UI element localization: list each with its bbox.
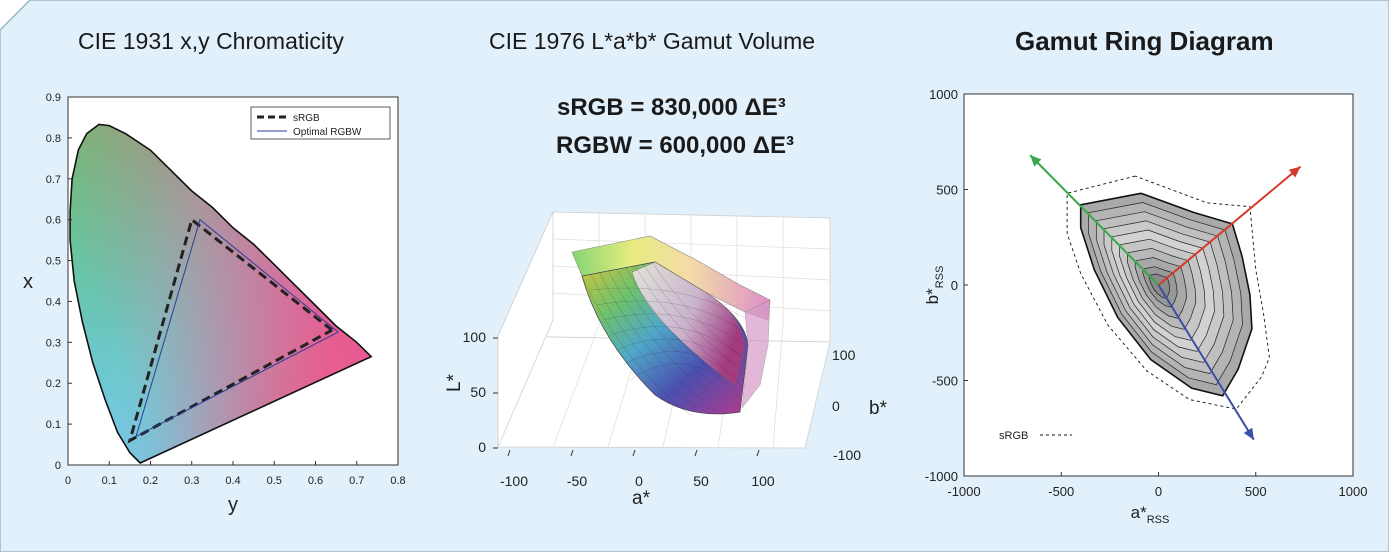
legend-srgb-label: sRGB [999, 430, 1028, 442]
a-tick-label: -100 [500, 473, 528, 489]
volume-mesh-line [616, 338, 742, 372]
x-axis-label: y [228, 494, 238, 516]
x-tick-label: 0.8 [390, 475, 405, 487]
volume-mesh-line [590, 274, 697, 408]
b-axis-label: b* [869, 398, 888, 419]
volume-grid-line [552, 324, 600, 448]
primary-arrow-green [1029, 154, 1160, 286]
volume-mesh-line [609, 326, 743, 359]
b-tick-label: 0 [832, 398, 840, 414]
gamut-ring-title: Gamut Ring Diagram [1015, 26, 1274, 56]
y-tick-label: -1000 [925, 469, 958, 484]
l-tick-label: 100 [463, 329, 487, 345]
rgbw-triangle [135, 218, 339, 438]
gamut-volume-title: CIE 1976 L*a*b* Gamut Volume [489, 28, 816, 54]
chromaticity-title: CIE 1931 x,y Chromaticity [78, 28, 344, 54]
primary-arrowhead-blue [1243, 427, 1254, 440]
volume-mesh-line [616, 268, 716, 386]
x-tick-label: 0 [65, 475, 71, 487]
x-tick-label: 500 [1245, 484, 1267, 499]
y-tick-label: -500 [932, 374, 958, 389]
volume-mesh-line [643, 263, 734, 363]
x-tick-label: -1000 [947, 484, 980, 499]
x-tick-label: 0 [1155, 484, 1162, 499]
a-tick-mark [756, 449, 760, 457]
volume-grid-line [772, 324, 784, 448]
a-tick-mark [694, 449, 698, 457]
x-axis-label: a*RSS [1131, 503, 1170, 526]
legend-srgb-label: sRGB [293, 113, 320, 124]
x-tick-label: 0.5 [267, 475, 282, 487]
b-tick-label: -100 [833, 447, 861, 463]
y-tick-label: 0.6 [46, 215, 61, 227]
volume-mesh-line [625, 267, 722, 378]
a-tick-label: 0 [635, 473, 643, 489]
a-tick-label: 100 [751, 473, 775, 489]
volume-inner-face [631, 261, 746, 386]
y-tick-label: 0.5 [46, 256, 61, 268]
volume-mesh-line [623, 351, 741, 385]
volume-mesh-line [603, 313, 744, 345]
spectral-locus-outline [69, 123, 373, 464]
y-axis-label: x [23, 271, 33, 293]
x-tick-label: 1000 [1339, 484, 1368, 499]
y-tick-label: 0.8 [46, 133, 61, 145]
a-tick-label: -50 [567, 473, 587, 489]
y-tick-label: 500 [936, 183, 958, 198]
volume-mesh-line [634, 265, 728, 371]
l-axis-label: L* [444, 373, 465, 392]
a-tick-mark [507, 449, 511, 457]
y-tick-label: 0.3 [46, 337, 61, 349]
y-tick-label: 0.9 [46, 92, 61, 104]
y-tick-label: 0.1 [46, 419, 61, 431]
volume-side-wall [497, 211, 554, 448]
primary-arrow-blue [1157, 284, 1255, 441]
legend-box [250, 106, 391, 140]
x-tick-label: -500 [1048, 484, 1074, 499]
x-tick-label: 0.2 [143, 475, 158, 487]
y-tick-label: 0 [55, 460, 61, 472]
a-tick-mark [632, 449, 636, 457]
volume-mesh-line [608, 270, 709, 393]
y-tick-label: 0.2 [46, 378, 61, 390]
y-tick-label: 0.7 [46, 174, 61, 186]
l-tick-label: 50 [470, 384, 486, 400]
x-tick-label: 0.7 [349, 475, 364, 487]
x-tick-label: 0.1 [102, 475, 117, 487]
volume-mesh-line [629, 363, 741, 399]
volume-mesh-line [596, 300, 745, 332]
y-tick-label: 0.4 [46, 296, 61, 308]
srgb-triangle [127, 217, 333, 444]
volume-mesh-line [599, 272, 703, 401]
y-axis-label: b*RSS [923, 266, 946, 305]
y-axis-label-subscript: RSS [934, 266, 946, 289]
y-tick-label: 0 [951, 278, 958, 293]
spectral-locus-fill-magenta [70, 124, 372, 464]
primary-arrowhead-green [1030, 155, 1042, 167]
volume-mesh-line [589, 287, 746, 319]
b-tick-label: 100 [832, 347, 856, 363]
x-tick-label: 0.6 [308, 475, 323, 487]
primary-arrowhead-red [1288, 166, 1301, 178]
a-tick-mark [570, 449, 574, 457]
a-tick-label: 50 [693, 473, 709, 489]
volume-mesh-line [651, 261, 741, 356]
srgb-volume-label: sRGB = 830,000 ΔE³ [557, 94, 786, 121]
volume-mesh-line [581, 275, 691, 416]
x-axis-label-subscript: RSS [1147, 514, 1170, 526]
l-tick-label: 0 [478, 439, 486, 455]
x-tick-label: 0.3 [184, 475, 199, 487]
volume-outer-shell [741, 299, 771, 409]
a-axis-label: a* [632, 488, 651, 509]
legend-rgbw-label: Optimal RGBW [293, 127, 362, 138]
y-tick-label: 1000 [929, 87, 958, 102]
x-tick-label: 0.4 [225, 475, 240, 487]
volume-grid-line [552, 238, 831, 250]
primary-arrow-red [1157, 165, 1302, 286]
rgbw-volume-label: RGBW = 600,000 ΔE³ [556, 132, 795, 159]
